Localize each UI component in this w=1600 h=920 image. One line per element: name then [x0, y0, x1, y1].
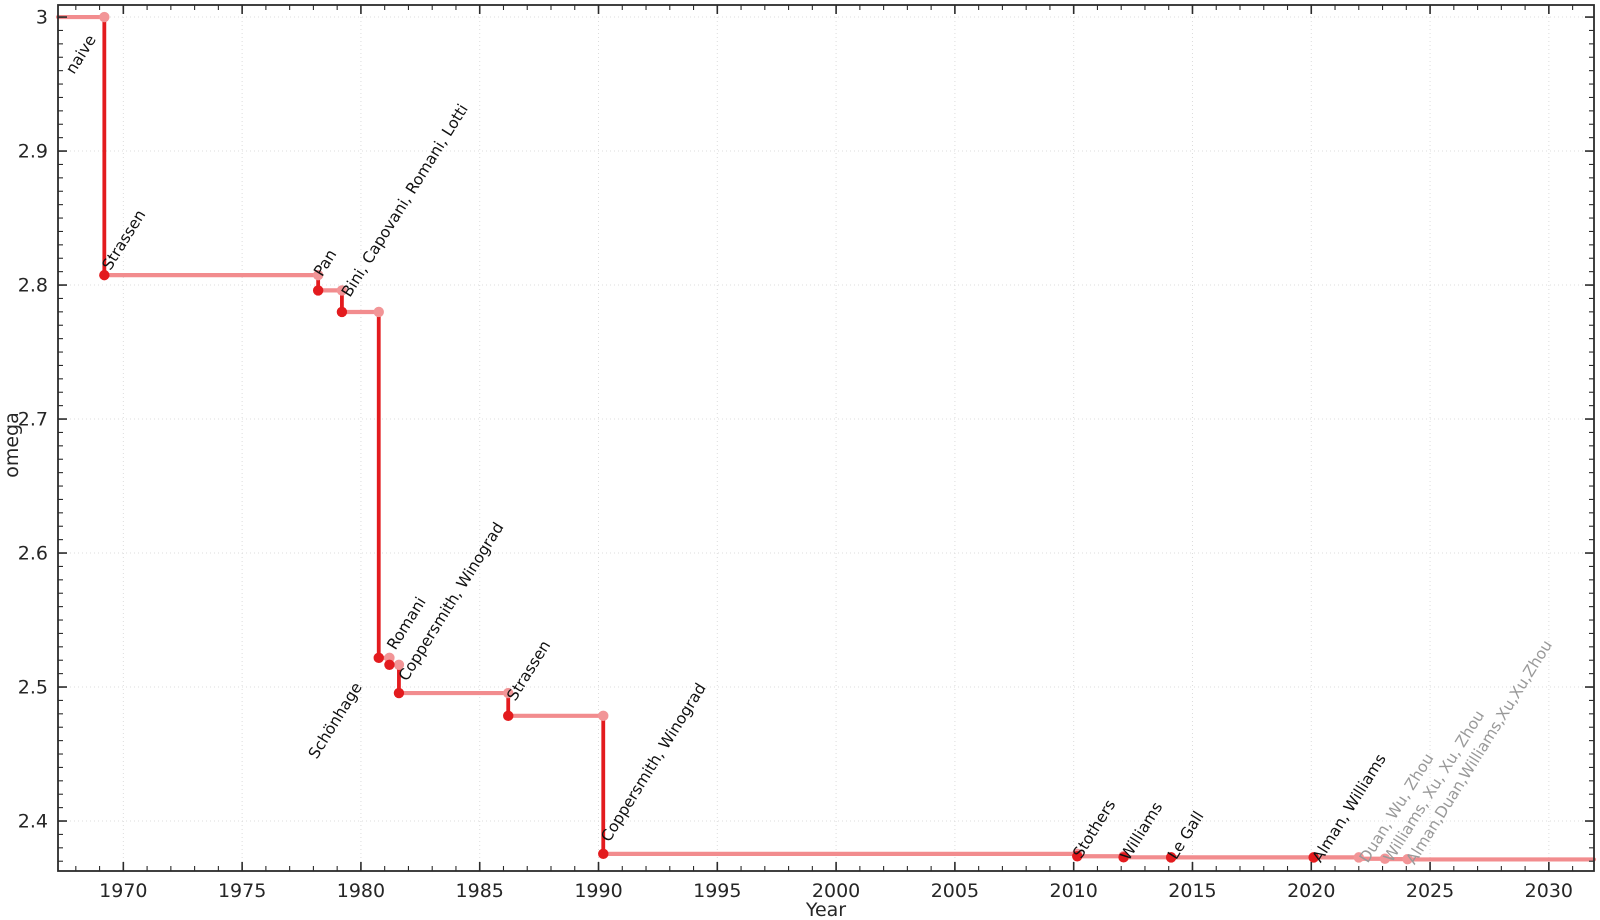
x-tick-label: 1990	[574, 880, 622, 902]
x-tick-label: 2010	[1050, 880, 1098, 902]
x-tick-label: 1985	[456, 880, 504, 902]
data-point-dark	[1118, 852, 1129, 863]
data-point-light	[1353, 852, 1364, 863]
y-tick-label: 2.6	[18, 543, 48, 565]
y-tick-label: 2.7	[18, 409, 48, 431]
y-axis-title: omega	[1, 412, 23, 478]
x-tick-label: 2005	[931, 880, 979, 902]
point-annotation: Bini, Capovani, Romani, Lotti	[338, 101, 472, 300]
x-tick-label: 1970	[99, 880, 147, 902]
x-tick-label: 1995	[693, 880, 741, 902]
y-tick-label: 3	[36, 7, 48, 29]
point-annotation: Strassen	[503, 637, 554, 704]
data-point-dark	[1165, 852, 1177, 863]
point-annotation: naive	[62, 32, 100, 77]
x-tick-label: 2030	[1525, 880, 1573, 902]
axes-frame	[57, 4, 1595, 872]
tick-labels: 1970 1975 1980 1985 1990 1995 2000 2005 2010 2015…	[18, 7, 1573, 902]
x-tick-label: 1980	[337, 880, 385, 902]
data-point-light	[1379, 853, 1391, 864]
data-point-dark	[1308, 852, 1319, 863]
data-point-dark	[373, 652, 384, 664]
data-point-light	[1402, 853, 1413, 865]
x-axis-title: Year	[805, 899, 846, 920]
x-tick-label: 2000	[812, 880, 860, 902]
x-tick-label: 2015	[1168, 880, 1216, 902]
x-tick-label: 2020	[1287, 880, 1335, 902]
data-point-dark	[312, 285, 324, 296]
y-tick-label: 2.4	[18, 811, 48, 833]
point-annotation: Le Gall	[1164, 808, 1207, 862]
data-point-light	[373, 306, 384, 318]
data-point-dark	[393, 687, 405, 699]
data-point-light	[99, 11, 110, 23]
point-annotation: Coppersmith, Winograd	[597, 680, 709, 845]
y-tick-label: 2.5	[18, 677, 48, 699]
data-point-markers	[99, 11, 1413, 865]
point-annotation: Alman,Duan,Williams,Xu,Xu,Zhou	[1403, 637, 1556, 868]
data-point-light	[503, 687, 514, 699]
data-point-dark	[99, 269, 110, 281]
y-tick-label: 2.8	[18, 275, 48, 297]
point-annotation: Schönhage	[305, 679, 366, 762]
gridlines	[58, 5, 1594, 871]
data-point-dark	[336, 306, 348, 318]
data-point-dark	[1072, 851, 1083, 862]
point-annotation: Stothers	[1069, 796, 1119, 861]
data-point-dark	[598, 848, 609, 860]
x-tick-label: 1975	[218, 880, 266, 902]
data-point-light	[312, 269, 324, 281]
data-point-light	[598, 710, 609, 722]
plot-border	[57, 4, 1595, 872]
step-line-series	[55, 14, 1597, 862]
y-tick-label: 2.9	[18, 141, 48, 163]
point-annotation: Williams	[1117, 799, 1167, 864]
data-point-light	[336, 285, 348, 296]
x-tick-label: 2025	[1406, 880, 1454, 902]
data-point-dark	[384, 659, 395, 670]
data-point-dark	[503, 710, 514, 722]
data-point-light	[393, 659, 405, 670]
